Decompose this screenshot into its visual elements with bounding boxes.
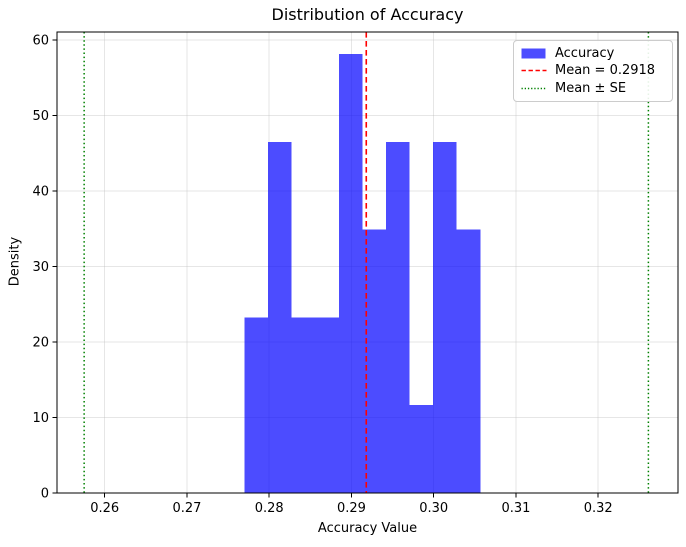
x-tick-label: 0.31 bbox=[501, 501, 530, 516]
y-tick-label: 30 bbox=[32, 260, 49, 275]
y-tick-label: 20 bbox=[32, 335, 49, 350]
histogram-bar bbox=[386, 141, 410, 494]
histogram-bar bbox=[268, 141, 292, 494]
y-axis-label: Density bbox=[7, 236, 23, 287]
chart-title: Distribution of Accuracy bbox=[271, 5, 464, 24]
histogram-bar bbox=[433, 141, 457, 494]
legend: Accuracy Mean = 0.2918 Mean ± SE bbox=[513, 40, 673, 102]
legend-label-mean-se: Mean ± SE bbox=[555, 80, 627, 96]
accuracy-patch-icon bbox=[521, 47, 547, 60]
histogram-bar bbox=[409, 405, 434, 493]
legend-label-mean: Mean = 0.2918 bbox=[555, 63, 656, 79]
legend-item-mean-se: Mean ± SE bbox=[521, 80, 664, 97]
x-tick-label: 0.28 bbox=[255, 501, 284, 516]
x-tick-label: 0.26 bbox=[90, 501, 119, 516]
histogram-bar bbox=[362, 229, 387, 494]
x-tick-label: 0.30 bbox=[419, 501, 448, 516]
legend-item-mean: Mean = 0.2918 bbox=[521, 62, 664, 79]
x-tick-label: 0.29 bbox=[337, 501, 366, 516]
histogram-bar bbox=[291, 317, 316, 493]
y-tick-label: 60 bbox=[32, 33, 49, 48]
x-tick-label: 0.32 bbox=[584, 501, 613, 516]
histogram-bar bbox=[456, 229, 481, 494]
x-tick-label: 0.27 bbox=[172, 501, 201, 516]
y-tick-label: 10 bbox=[32, 411, 49, 426]
mean-se-line-icon bbox=[521, 82, 547, 95]
y-tick-label: 40 bbox=[32, 184, 49, 199]
legend-label-accuracy: Accuracy bbox=[555, 46, 615, 62]
mean-line-icon bbox=[521, 64, 547, 77]
histogram-bar bbox=[315, 317, 339, 493]
plot-border bbox=[56, 31, 679, 494]
histogram-bar bbox=[338, 53, 363, 493]
y-tick-label: 0 bbox=[41, 487, 49, 502]
histogram-bar bbox=[244, 317, 269, 493]
legend-item-accuracy: Accuracy bbox=[521, 45, 664, 62]
x-axis-label: Accuracy Value bbox=[317, 521, 418, 536]
y-tick-label: 50 bbox=[32, 109, 49, 124]
